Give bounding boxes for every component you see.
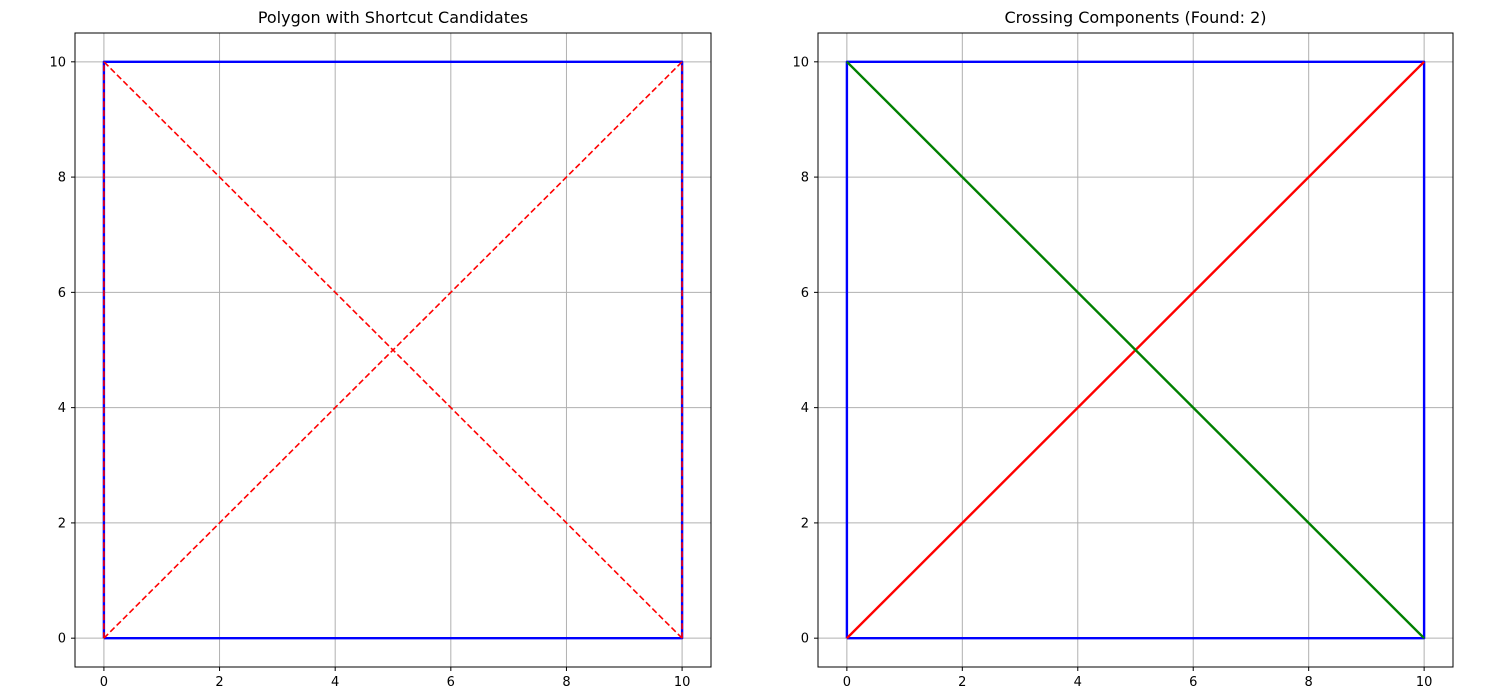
right-y-tick-label: 6 [801, 286, 809, 301]
right-axes-frame [817, 32, 1454, 668]
left-y-tick-label: 4 [58, 401, 66, 416]
right-y-tick-label: 4 [801, 401, 809, 416]
left-x-tick-label: 4 [331, 675, 339, 690]
left-y-tick-label: 6 [58, 286, 66, 301]
right-y-tick-label: 2 [801, 516, 809, 531]
left-x-tick-label: 2 [215, 675, 223, 690]
right-x-tick-label: 0 [843, 675, 851, 690]
left-axes-frame [74, 32, 712, 668]
right-y-tick-label: 0 [801, 632, 809, 647]
left-y-tick-label: 2 [58, 516, 66, 531]
right-series-line-2 [846, 60, 1425, 640]
left-y-tick-label: 0 [58, 632, 66, 647]
left-series-line-2 [103, 61, 683, 639]
right-x-tick-label: 2 [958, 675, 966, 690]
left-chart-title: Polygon with Shortcut Candidates [258, 8, 528, 27]
left-x-tick-label: 10 [674, 675, 691, 690]
right-x-tick-label: 8 [1305, 675, 1313, 690]
right-x-tick-label: 10 [1416, 675, 1433, 690]
right-y-tick-label: 8 [801, 171, 809, 186]
left-y-tick-label: 10 [49, 55, 66, 70]
right-x-tick-label: 4 [1074, 675, 1082, 690]
left-x-tick-label: 0 [100, 675, 108, 690]
right-chart-title: Crossing Components (Found: 2) [1005, 8, 1267, 27]
right-y-tick-label: 10 [792, 55, 809, 70]
right-x-tick-label: 6 [1189, 675, 1197, 690]
left-y-tick-label: 8 [58, 171, 66, 186]
left-x-tick-label: 6 [447, 675, 455, 690]
left-x-tick-label: 8 [562, 675, 570, 690]
right-chart-panel: Crossing Components (Found: 2) 0 2 4 6 8 10 0 2… [792, 8, 1454, 690]
left-chart-panel: Polygon with Shortcut Candidates 0 2 4 6 8 10… [49, 8, 712, 690]
